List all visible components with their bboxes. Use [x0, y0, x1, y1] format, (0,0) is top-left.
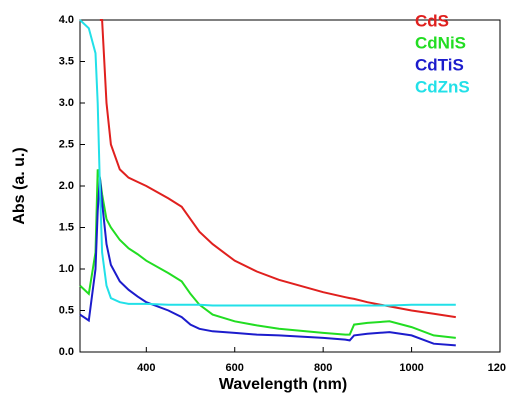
x-tick-label: 400: [137, 362, 155, 374]
legend-label: CdZnS: [415, 77, 470, 96]
y-tick-label: 1.0: [59, 263, 74, 275]
y-tick-label: 0.5: [59, 304, 74, 316]
y-axis-label: Abs (a. u.): [11, 147, 28, 224]
x-tick-label: 600: [226, 362, 244, 374]
y-tick-label: 0.0: [59, 346, 74, 358]
legend-label: CdNiS: [415, 33, 466, 52]
data-line: [79, 169, 456, 339]
x-axis-label: Wavelength (nm): [219, 376, 347, 393]
legend-label: CdS: [415, 11, 449, 30]
x-tick-label: 800: [314, 362, 332, 374]
y-tick-label: 2.0: [59, 180, 74, 192]
y-tick-label: 1.5: [59, 221, 74, 233]
data-line: [99, 19, 456, 319]
legend-label: CdTiS: [415, 55, 464, 74]
y-tick-label: 3.0: [59, 97, 74, 109]
x-tick-label: 1000: [399, 362, 423, 374]
x-tick-label: 120: [488, 362, 506, 374]
data-line: [79, 19, 456, 307]
y-tick-label: 3.5: [59, 55, 74, 67]
plot-frame: [79, 19, 501, 353]
y-tick-label: 2.5: [59, 138, 74, 150]
y-tick-label: 4.0: [59, 14, 74, 26]
data-line: [79, 177, 456, 347]
